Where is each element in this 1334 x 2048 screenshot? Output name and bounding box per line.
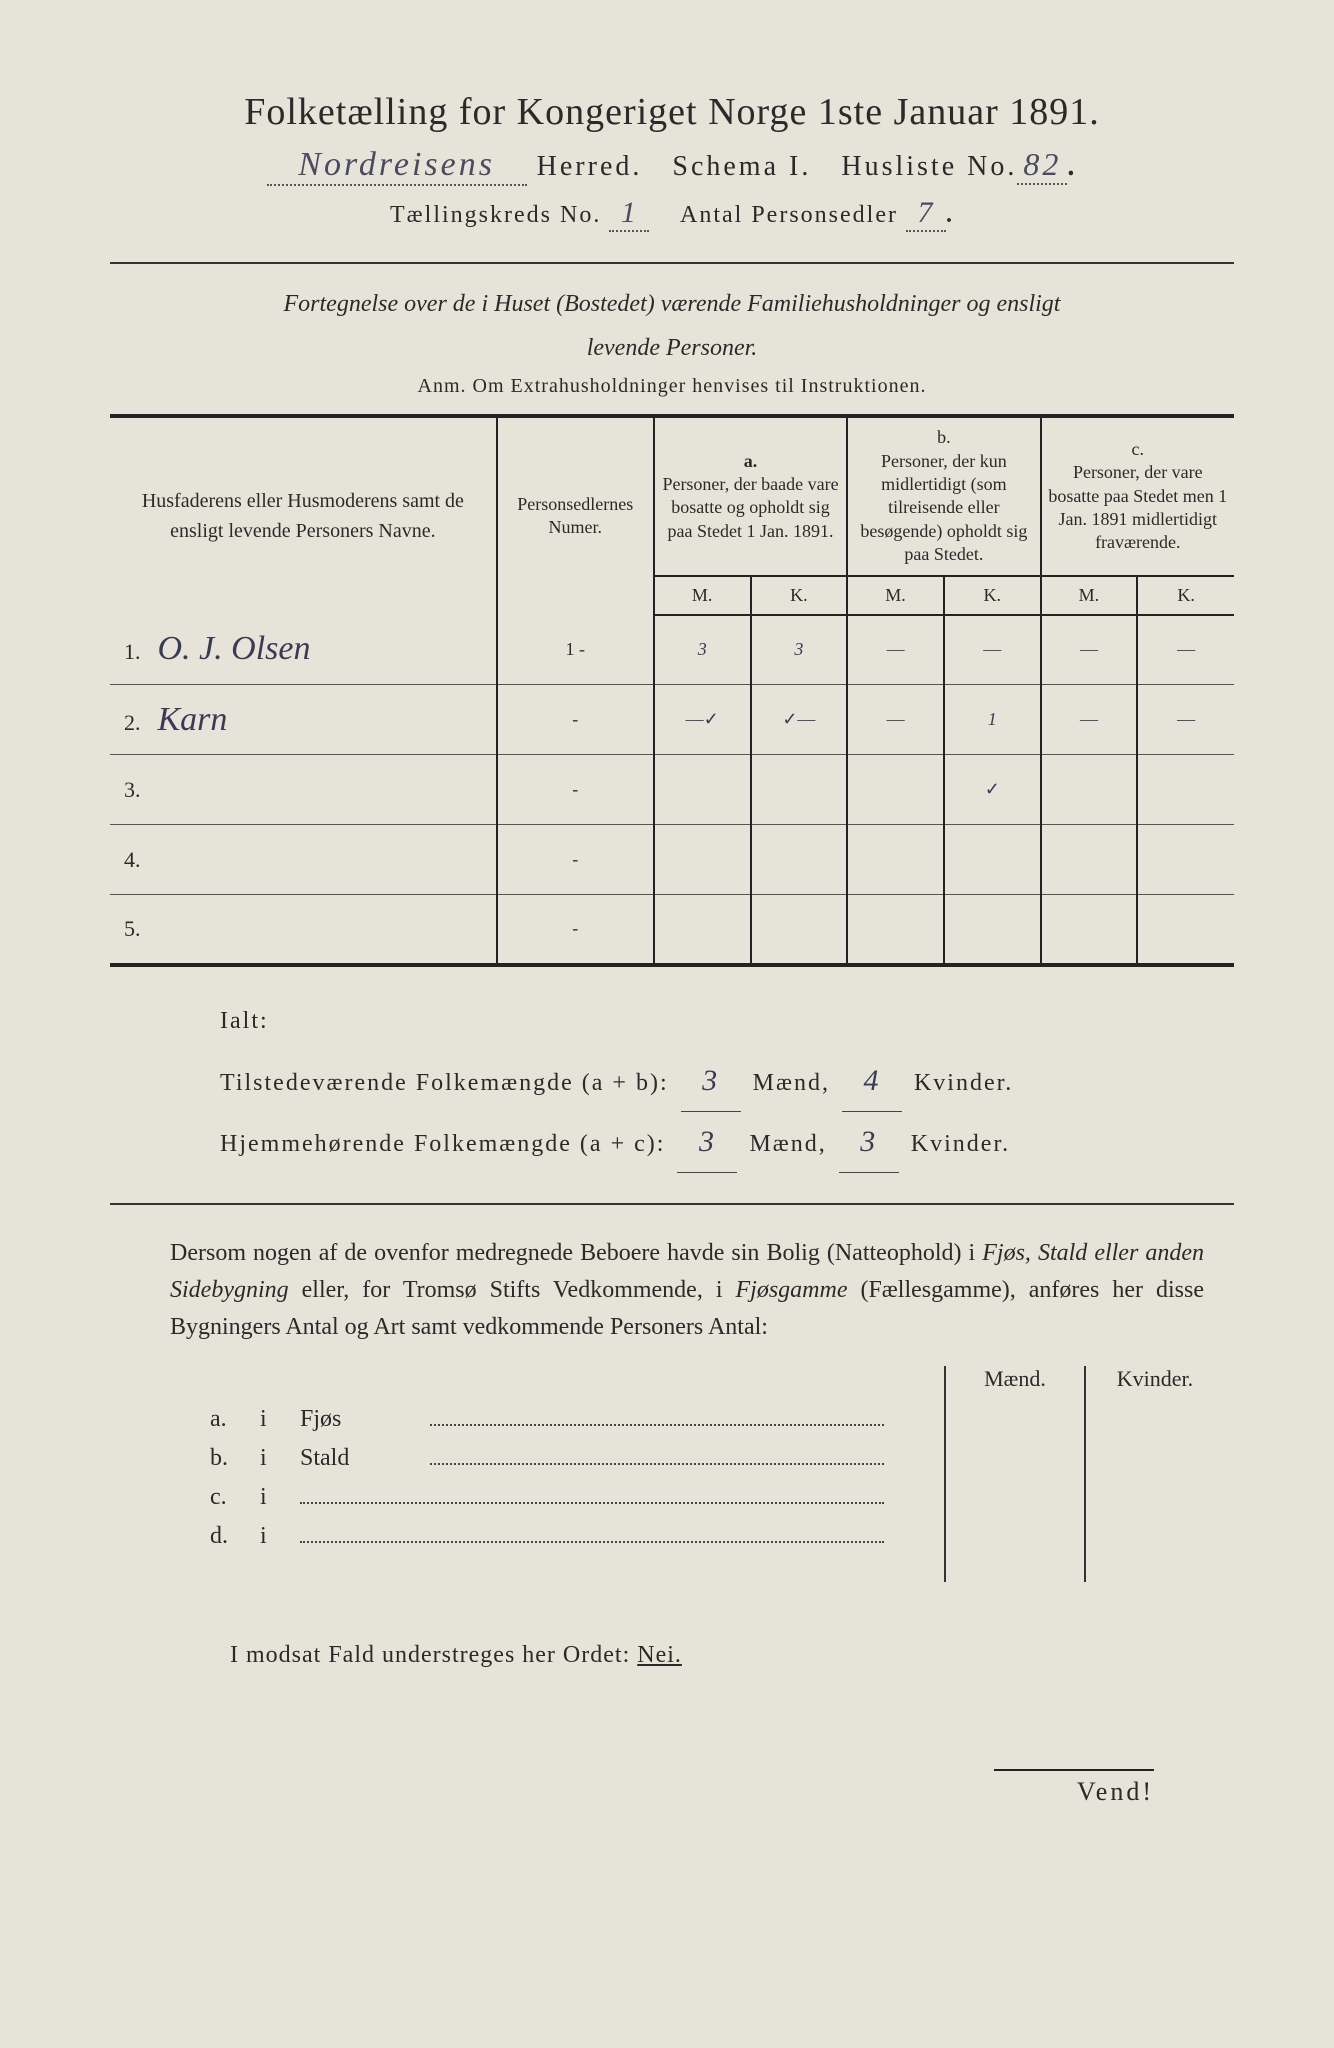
husliste-no: 82 <box>1017 146 1067 185</box>
col-c-k: K. <box>1137 576 1234 615</box>
list-item: c. i <box>210 1480 904 1511</box>
list-item: b. i Stald <box>210 1441 904 1472</box>
antal-no: 7 <box>906 196 946 232</box>
anm-note: Anm. Om Extrahusholdninger henvises til … <box>110 375 1234 398</box>
table-row: 4. - <box>110 825 1234 895</box>
present-total-line: Tilstedeværende Folkemængde (a + b): 3 M… <box>220 1051 1234 1112</box>
resident-total-line: Hjemmehørende Folkemængde (a + c): 3 Mæn… <box>220 1112 1234 1173</box>
list-item: a. i Fjøs <box>210 1402 904 1433</box>
table-row: 2. Karn - —✓ ✓— — 1 — — <box>110 685 1234 755</box>
note-line-1: Fortegnelse over de i Huset (Bostedet) v… <box>110 288 1234 322</box>
table-row: 1. O. J. Olsen 1 - 3 3 — — — — <box>110 615 1234 685</box>
outbuilding-paragraph: Dersom nogen af de ovenfor medregnede Be… <box>170 1235 1204 1347</box>
header-line-1: Nordreisens Herred. Schema I. Husliste N… <box>110 146 1234 186</box>
col-c-m: M. <box>1041 576 1138 615</box>
kreds-no: 1 <box>609 196 649 232</box>
col-a-k: K. <box>751 576 848 615</box>
list-item: d. i <box>210 1519 904 1550</box>
col-b-header: b. Personer, der kun midlertidigt (som t… <box>847 416 1040 575</box>
divider <box>110 262 1234 264</box>
col-b-k: K. <box>944 576 1041 615</box>
antal-label: Antal Personsedler <box>680 202 898 228</box>
nei-line: I modsat Fald understreges her Ordet: Ne… <box>230 1642 1234 1669</box>
note-line-2: levende Personer. <box>110 332 1234 366</box>
col-b-m: M. <box>847 576 944 615</box>
herred-handwritten: Nordreisens <box>267 146 527 186</box>
col-numer-header: Personsedlernes Numer. <box>497 416 654 614</box>
col-a-header: a. Personer, der baade vare bosatte og o… <box>654 416 847 575</box>
page-title: Folketælling for Kongeriget Norge 1ste J… <box>110 90 1234 134</box>
vend-label: Vend! <box>994 1769 1154 1807</box>
husliste-label: Husliste No. <box>841 151 1017 182</box>
header-line-2: Tællingskreds No. 1 Antal Personsedler 7… <box>110 196 1234 232</box>
outbuilding-list: a. i Fjøs b. i Stald c. i d. <box>210 1402 904 1562</box>
mk-columns <box>944 1392 1224 1582</box>
col-a-m: M. <box>654 576 751 615</box>
schema-label: Schema I. <box>672 151 811 182</box>
ialt-label: Ialt: <box>220 997 1234 1045</box>
col-names-header: Husfaderens eller Husmoderens samt de en… <box>110 416 497 614</box>
divider <box>110 1203 1234 1205</box>
herred-label: Herred. <box>537 151 643 182</box>
table-row: 5. - <box>110 895 1234 965</box>
census-table: Husfaderens eller Husmoderens samt de en… <box>110 414 1234 966</box>
table-row: 3. - ✓ <box>110 755 1234 825</box>
col-c-header: c. Personer, der vare bosatte paa Stedet… <box>1041 416 1234 575</box>
totals-block: Ialt: Tilstedeværende Folkemængde (a + b… <box>220 997 1234 1173</box>
kreds-label: Tællingskreds No. <box>390 202 601 228</box>
